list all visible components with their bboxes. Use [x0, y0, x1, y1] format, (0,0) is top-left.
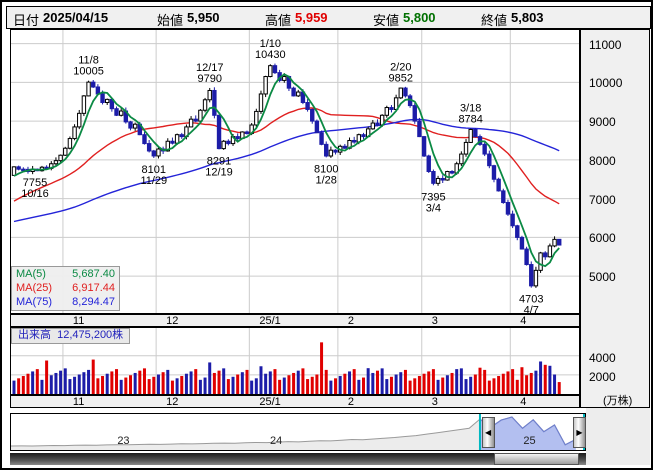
ma25-label: MA(25): [16, 282, 53, 294]
price-axis-label: 6000: [589, 231, 616, 246]
right-arrow-icon: ▶: [576, 428, 583, 437]
date-label: 日付: [13, 13, 40, 28]
price-axis-label: 9000: [589, 115, 616, 130]
navigator-left-arrow-button[interactable]: ◀: [481, 417, 495, 448]
ma25-line: [13, 107, 560, 205]
volume-canvas[interactable]: [11, 328, 579, 394]
price-annotation: 2/20: [390, 61, 411, 73]
price-annotation: 12/17: [196, 62, 224, 74]
price-annotation: 3/18: [460, 103, 481, 115]
open-label: 始値: [157, 13, 184, 28]
ma-legend: MA(5) 5,687.40 MA(25) 6,917.44 MA(75) 8,…: [11, 266, 120, 311]
open-value: 5,950: [187, 10, 220, 25]
high-label: 高値: [265, 13, 292, 28]
scrollbar-thumb[interactable]: [494, 453, 579, 465]
price-annotation: 10/16: [21, 188, 49, 200]
month-label: 3: [431, 315, 438, 327]
month-label: 2: [347, 315, 354, 327]
nav-area: [11, 417, 576, 450]
price-annotation: 12/19: [205, 166, 233, 178]
left-arrow-icon: ◀: [485, 428, 492, 437]
price-annotation: 4/7: [524, 305, 539, 313]
volume-readout-label: 出来高: [18, 329, 51, 341]
price-annotation: 8291: [207, 155, 231, 167]
close-label: 終値: [481, 13, 508, 28]
volume-unit-label: (万株): [603, 395, 633, 407]
month-label: 4: [520, 315, 527, 327]
month-label: 25/1: [259, 315, 281, 327]
price-axis-label: 8000: [589, 153, 616, 168]
ma5-value: 5,687.40: [72, 268, 115, 280]
quote-header: 日付 2025/04/15 始値 5,950 高値 5,959 安値 5,800…: [6, 6, 651, 29]
month-label: 11: [72, 315, 85, 327]
price-annotation: 10005: [73, 66, 104, 78]
volume-readout-value: 12,475,200株: [57, 329, 124, 341]
price-axis-gutter: 11000 10000 9000 8000 7000 6000 5000 4000 2000 (万…: [580, 29, 650, 408]
ma5-line: [13, 73, 560, 268]
price-annotation: 8784: [458, 114, 482, 126]
volume-bars-layer: [12, 342, 561, 394]
price-annotation: 11/8: [78, 55, 99, 67]
month-label: 12: [166, 315, 179, 327]
price-axis-label: 11000: [589, 37, 622, 52]
year-label: 23: [117, 435, 130, 447]
year-label: 24: [269, 435, 283, 447]
price-axis-label: 10000: [589, 76, 623, 91]
ma75-label: MA(75): [16, 296, 53, 308]
month-label: 25/1: [259, 396, 281, 408]
price-annotation: 10430: [255, 49, 286, 61]
month-label: 4: [520, 396, 527, 408]
time-scrollbar[interactable]: [10, 453, 586, 465]
price-annotation: 8101: [142, 164, 166, 176]
price-annotation: 4703: [519, 294, 543, 306]
candles-layer: [11, 63, 562, 288]
navigator-right-filler: [586, 408, 650, 465]
price-annotation: 9790: [197, 73, 221, 85]
month-axis-upper: 11 12 25/1 2 3 4: [10, 314, 580, 327]
month-label: 3: [431, 396, 438, 408]
price-axis-label: 5000: [589, 270, 616, 285]
month-label: 2: [347, 396, 354, 408]
range-navigator[interactable]: ◀ ▶ 23 24 25: [10, 413, 586, 451]
price-annotation: 9852: [389, 72, 413, 84]
price-annotation: 7755: [23, 177, 47, 189]
volume-axis-label: 2000: [589, 369, 616, 384]
ma75-line: [13, 118, 560, 223]
grid-layer: [11, 30, 579, 313]
ma25-value: 6,917.44: [72, 282, 115, 294]
year-label: 25: [523, 435, 536, 447]
high-value: 5,959: [295, 10, 328, 25]
navigator-right-arrow-button[interactable]: ▶: [573, 417, 586, 448]
price-annotation: 11/29: [140, 175, 167, 187]
price-annotation: 1/28: [316, 174, 337, 186]
navigator-canvas[interactable]: [10, 414, 585, 450]
month-label: 11: [72, 396, 85, 408]
ma75-row: MA(75) 8,294.47: [12, 295, 119, 309]
ma5-label: MA(5): [16, 268, 46, 280]
month-label: 12: [166, 396, 179, 408]
price-annotation: 1/10: [260, 38, 281, 50]
ma5-row: MA(5) 5,687.40: [12, 267, 119, 281]
price-annotation: 3/4: [426, 202, 441, 214]
date-value: 2025/04/15: [43, 10, 109, 25]
volume-axis-label: 4000: [589, 350, 616, 365]
close-value: 5,803: [511, 10, 544, 25]
price-annotation: 8100: [314, 163, 338, 175]
volume-readout: 出来高 12,475,200株: [11, 328, 131, 344]
price-annotation: 7395: [421, 191, 445, 203]
low-value: 5,800: [403, 10, 436, 25]
ma25-row: MA(25) 6,917.44: [12, 281, 119, 295]
price-axis-label: 7000: [589, 192, 616, 207]
ma75-value: 8,294.47: [72, 296, 115, 308]
low-label: 安値: [373, 13, 400, 28]
month-axis-lower: 11 12 25/1 2 3 4: [10, 395, 580, 408]
